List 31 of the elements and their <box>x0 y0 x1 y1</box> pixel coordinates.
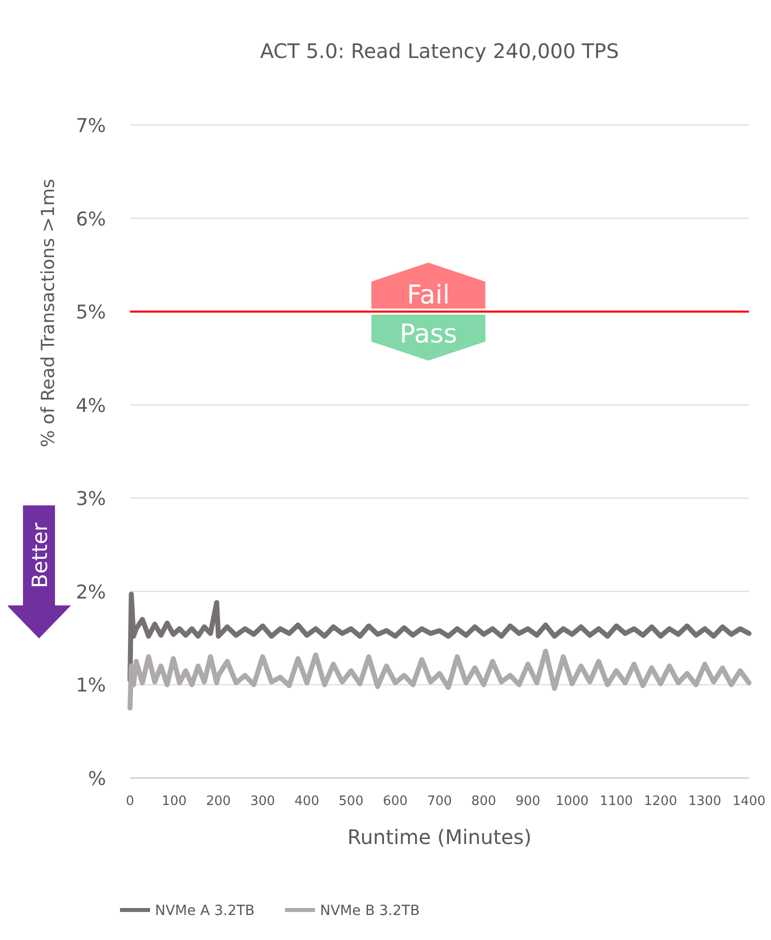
x-axis-title: Runtime (Minutes) <box>347 825 532 849</box>
x-tick-label: 300 <box>250 794 276 809</box>
x-tick-label: 0 <box>126 794 134 809</box>
x-tick-label: 500 <box>338 794 364 809</box>
x-tick-label: 1300 <box>688 794 722 809</box>
x-tick-label: 1400 <box>732 794 766 809</box>
legend-label: NVMe A 3.2TB <box>155 903 255 919</box>
x-tick-label: 1000 <box>556 794 589 809</box>
x-tick-label: 900 <box>516 794 540 809</box>
y-tick-label: 2% <box>76 581 106 604</box>
y-tick-label: 7% <box>76 115 106 137</box>
text: Better <box>28 522 52 588</box>
y-tick-label: 1% <box>76 674 106 697</box>
y-tick-label: 6% <box>76 208 106 230</box>
y-tick-label: 5% <box>76 302 106 324</box>
x-tick-label: 1100 <box>600 794 633 809</box>
y-axis-title: % of Read Transactions >1ms <box>38 178 59 448</box>
x-tick-label: 400 <box>294 794 320 809</box>
y-tick-label: % <box>88 768 106 790</box>
annotation: Pass <box>400 320 458 350</box>
y-tick-label: 3% <box>76 488 106 510</box>
x-tick-label: 600 <box>382 794 408 809</box>
chart-title: ACT 5.0: Read Latency 240,000 TPS <box>260 39 619 63</box>
legend-label: NVMe B 3.2TB <box>320 903 420 919</box>
x-tick-label: 800 <box>471 794 496 809</box>
y-tick-label: 4% <box>76 394 106 417</box>
x-tick-label: 100 <box>162 794 187 809</box>
x-tick-label: 200 <box>206 794 231 809</box>
annotation: Fail <box>406 280 450 311</box>
x-tick-label: 700 <box>427 794 452 809</box>
x-tick-label: 1200 <box>644 794 678 809</box>
